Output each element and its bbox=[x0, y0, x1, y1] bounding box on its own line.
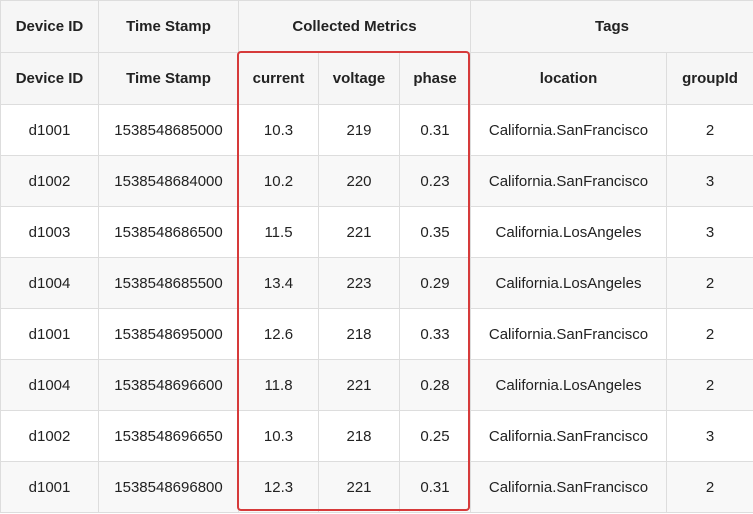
cell-time-stamp: 1538548696650 bbox=[98, 410, 239, 462]
cell-voltage: 219 bbox=[318, 104, 400, 156]
table-row: d1001 1538548695000 12.6 218 0.33 Califo… bbox=[0, 308, 753, 360]
cell-phase: 0.31 bbox=[399, 104, 471, 156]
cell-current: 12.6 bbox=[238, 308, 319, 360]
cell-voltage: 223 bbox=[318, 257, 400, 309]
cell-phase: 0.31 bbox=[399, 461, 471, 513]
cell-current: 11.8 bbox=[238, 359, 319, 411]
cell-location: California.SanFrancisco bbox=[470, 461, 667, 513]
cell-time-stamp: 1538548686500 bbox=[98, 206, 239, 258]
group-header-row: Device ID Time Stamp Collected Metrics T… bbox=[0, 0, 753, 53]
cell-device-id: d1001 bbox=[0, 461, 99, 513]
cell-device-id: d1004 bbox=[0, 257, 99, 309]
cell-time-stamp: 1538548684000 bbox=[98, 155, 239, 207]
column-header-voltage: voltage bbox=[318, 52, 400, 105]
cell-location: California.SanFrancisco bbox=[470, 155, 667, 207]
cell-location: California.LosAngeles bbox=[470, 359, 667, 411]
cell-time-stamp: 1538548696600 bbox=[98, 359, 239, 411]
column-header-location: location bbox=[470, 52, 667, 105]
cell-group-id: 2 bbox=[666, 461, 753, 513]
cell-group-id: 2 bbox=[666, 359, 753, 411]
column-header-device-id: Device ID bbox=[0, 52, 99, 105]
cell-group-id: 3 bbox=[666, 155, 753, 207]
cell-group-id: 2 bbox=[666, 308, 753, 360]
column-header-time-stamp: Time Stamp bbox=[98, 52, 239, 105]
table-row: d1004 1538548696600 11.8 221 0.28 Califo… bbox=[0, 359, 753, 411]
cell-voltage: 220 bbox=[318, 155, 400, 207]
cell-phase: 0.35 bbox=[399, 206, 471, 258]
cell-time-stamp: 1538548685500 bbox=[98, 257, 239, 309]
cell-phase: 0.33 bbox=[399, 308, 471, 360]
cell-voltage: 218 bbox=[318, 308, 400, 360]
cell-current: 11.5 bbox=[238, 206, 319, 258]
cell-time-stamp: 1538548696800 bbox=[98, 461, 239, 513]
cell-device-id: d1004 bbox=[0, 359, 99, 411]
cell-location: California.SanFrancisco bbox=[470, 410, 667, 462]
cell-current: 13.4 bbox=[238, 257, 319, 309]
cell-voltage: 218 bbox=[318, 410, 400, 462]
group-header-device-id: Device ID bbox=[0, 0, 99, 53]
table-row: d1003 1538548686500 11.5 221 0.35 Califo… bbox=[0, 206, 753, 258]
cell-group-id: 3 bbox=[666, 206, 753, 258]
cell-group-id: 2 bbox=[666, 257, 753, 309]
cell-current: 10.3 bbox=[238, 410, 319, 462]
table-row: d1002 1538548696650 10.3 218 0.25 Califo… bbox=[0, 410, 753, 462]
cell-group-id: 3 bbox=[666, 410, 753, 462]
cell-current: 10.3 bbox=[238, 104, 319, 156]
cell-device-id: d1001 bbox=[0, 308, 99, 360]
cell-device-id: d1003 bbox=[0, 206, 99, 258]
table-row: d1002 1538548684000 10.2 220 0.23 Califo… bbox=[0, 155, 753, 207]
cell-device-id: d1002 bbox=[0, 155, 99, 207]
cell-group-id: 2 bbox=[666, 104, 753, 156]
cell-current: 10.2 bbox=[238, 155, 319, 207]
column-header-phase: phase bbox=[399, 52, 471, 105]
group-header-tags: Tags bbox=[470, 0, 753, 53]
cell-voltage: 221 bbox=[318, 359, 400, 411]
cell-location: California.SanFrancisco bbox=[470, 104, 667, 156]
cell-location: California.LosAngeles bbox=[470, 257, 667, 309]
group-header-collected-metrics: Collected Metrics bbox=[238, 0, 471, 53]
cell-current: 12.3 bbox=[238, 461, 319, 513]
table-row: d1001 1538548696800 12.3 221 0.31 Califo… bbox=[0, 461, 753, 513]
cell-voltage: 221 bbox=[318, 461, 400, 513]
group-header-time-stamp: Time Stamp bbox=[98, 0, 239, 53]
cell-phase: 0.23 bbox=[399, 155, 471, 207]
column-header-current: current bbox=[238, 52, 319, 105]
cell-phase: 0.29 bbox=[399, 257, 471, 309]
column-header-row: Device ID Time Stamp current voltage pha… bbox=[0, 52, 753, 105]
table-row: d1004 1538548685500 13.4 223 0.29 Califo… bbox=[0, 257, 753, 309]
cell-location: California.SanFrancisco bbox=[470, 308, 667, 360]
cell-device-id: d1002 bbox=[0, 410, 99, 462]
cell-voltage: 221 bbox=[318, 206, 400, 258]
cell-phase: 0.25 bbox=[399, 410, 471, 462]
column-header-group-id: groupId bbox=[666, 52, 753, 105]
table-row: d1001 1538548685000 10.3 219 0.31 Califo… bbox=[0, 104, 753, 156]
cell-time-stamp: 1538548695000 bbox=[98, 308, 239, 360]
cell-phase: 0.28 bbox=[399, 359, 471, 411]
cell-time-stamp: 1538548685000 bbox=[98, 104, 239, 156]
cell-device-id: d1001 bbox=[0, 104, 99, 156]
cell-location: California.LosAngeles bbox=[470, 206, 667, 258]
